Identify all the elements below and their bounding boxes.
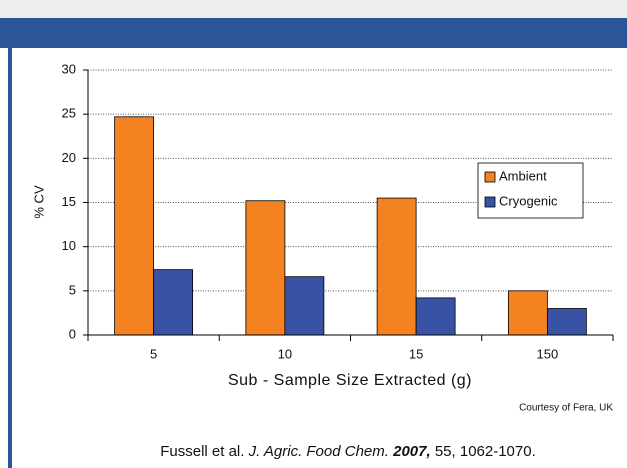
credit: Courtesy of Fera, UK	[519, 403, 613, 414]
bar	[114, 116, 155, 336]
bar	[415, 297, 456, 336]
bar	[376, 197, 417, 336]
y-tick-label: 20	[62, 150, 76, 165]
citation-journal: J. Agric. Food Chem.	[248, 443, 389, 460]
x-tick-label: 5	[150, 346, 157, 361]
left-border	[8, 48, 12, 468]
y-tick-label: 25	[62, 106, 76, 121]
top-band	[0, 0, 627, 18]
legend-swatch	[484, 171, 496, 183]
x-tick-label: 10	[278, 346, 292, 361]
bar	[284, 276, 325, 336]
legend-label: Cryogenic	[499, 193, 558, 208]
bar	[153, 269, 194, 336]
legend-swatch	[484, 196, 496, 208]
y-tick-label: 30	[62, 61, 76, 76]
legend-box	[477, 162, 584, 219]
citation-authors: Fussell et al.	[160, 443, 244, 460]
x-tick-label: 15	[409, 346, 423, 361]
bar	[507, 290, 548, 336]
citation-year: 2007,	[392, 443, 431, 460]
y-tick-label: 10	[62, 238, 76, 253]
citation-pages: 55, 1062-1070.	[435, 443, 536, 460]
citation: Fussell et al. J. Agric. Food Chem. 2007…	[160, 443, 536, 460]
bar	[546, 308, 587, 336]
x-axis-label: Sub - Sample Size Extracted (g)	[228, 372, 472, 389]
y-axis-label: % CV	[31, 185, 46, 219]
x-tick-label: 150	[537, 346, 559, 361]
bar	[245, 200, 286, 336]
legend-label: Ambient	[499, 168, 547, 183]
y-tick-label: 15	[62, 194, 76, 209]
banner	[0, 18, 627, 48]
y-tick-label: 0	[69, 326, 76, 341]
y-tick-label: 5	[69, 282, 76, 297]
